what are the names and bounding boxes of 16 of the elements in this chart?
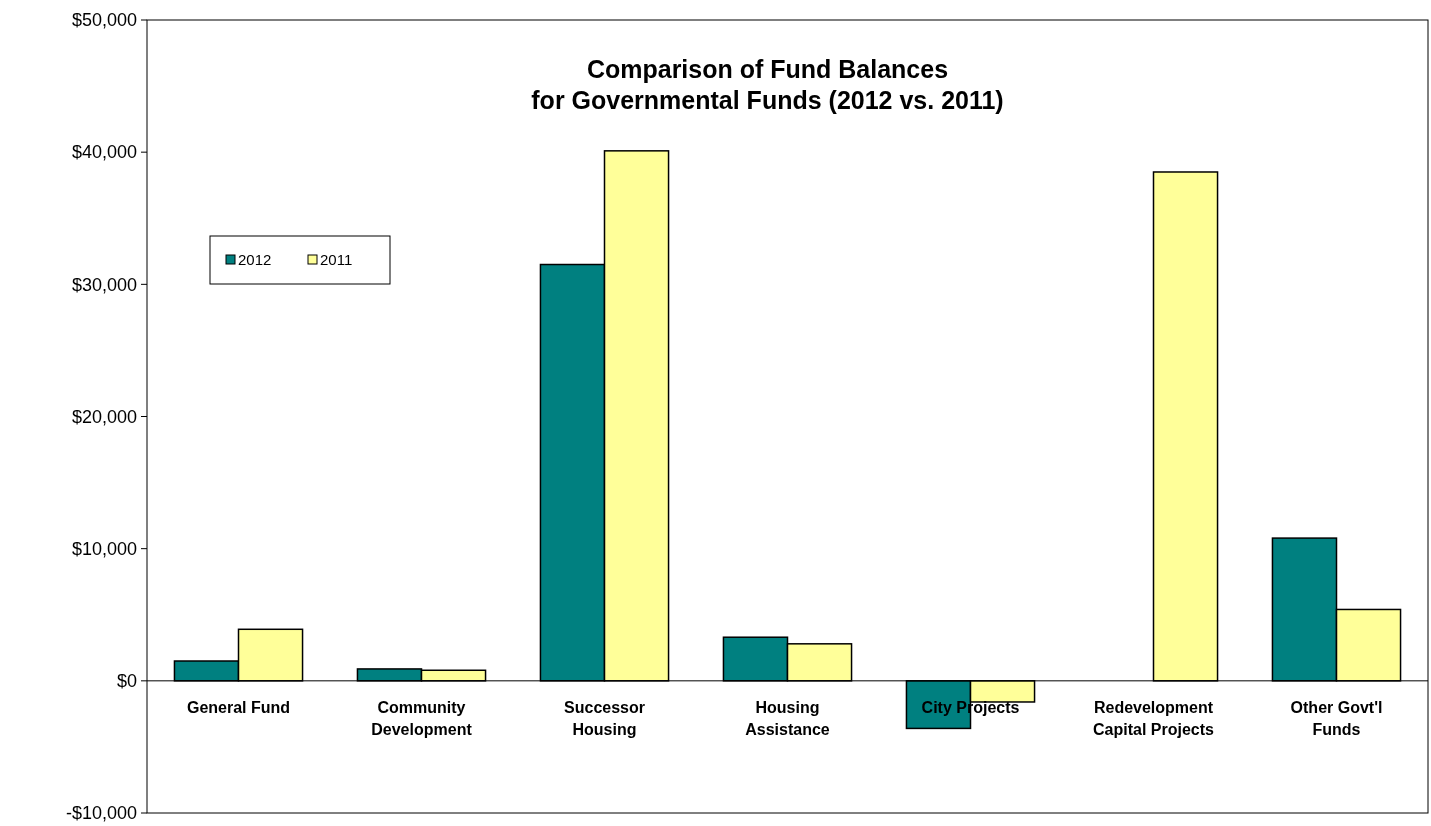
x-tick-label: Housing Assistance [745,698,830,738]
x-tick-label: Redevelopment Capital Projects [1093,698,1215,738]
y-tick-label: $0 [116,671,137,692]
x-tick-label: Successor Housing [564,698,645,738]
x-tick-label: Other Govt'l Funds [1290,698,1383,738]
text: Comparison of Fund Balances for Governmental Funds (2012 vs. 2011) [531,55,1004,114]
y-tick-label: $30,000 [71,274,137,295]
legend-label: 2012 [238,251,272,269]
y-tick-label: $20,000 [71,406,137,427]
x-tick-label: General Fund [186,698,291,716]
legend-label: 2011 [320,251,353,269]
y-tick-label: $40,000 [71,142,137,163]
y-tick-label: -$10,000 [65,803,137,824]
x-tick-label: Community Development [371,698,473,738]
y-tick-label: $50,000 [71,10,137,31]
y-tick-label: $10,000 [71,538,137,559]
